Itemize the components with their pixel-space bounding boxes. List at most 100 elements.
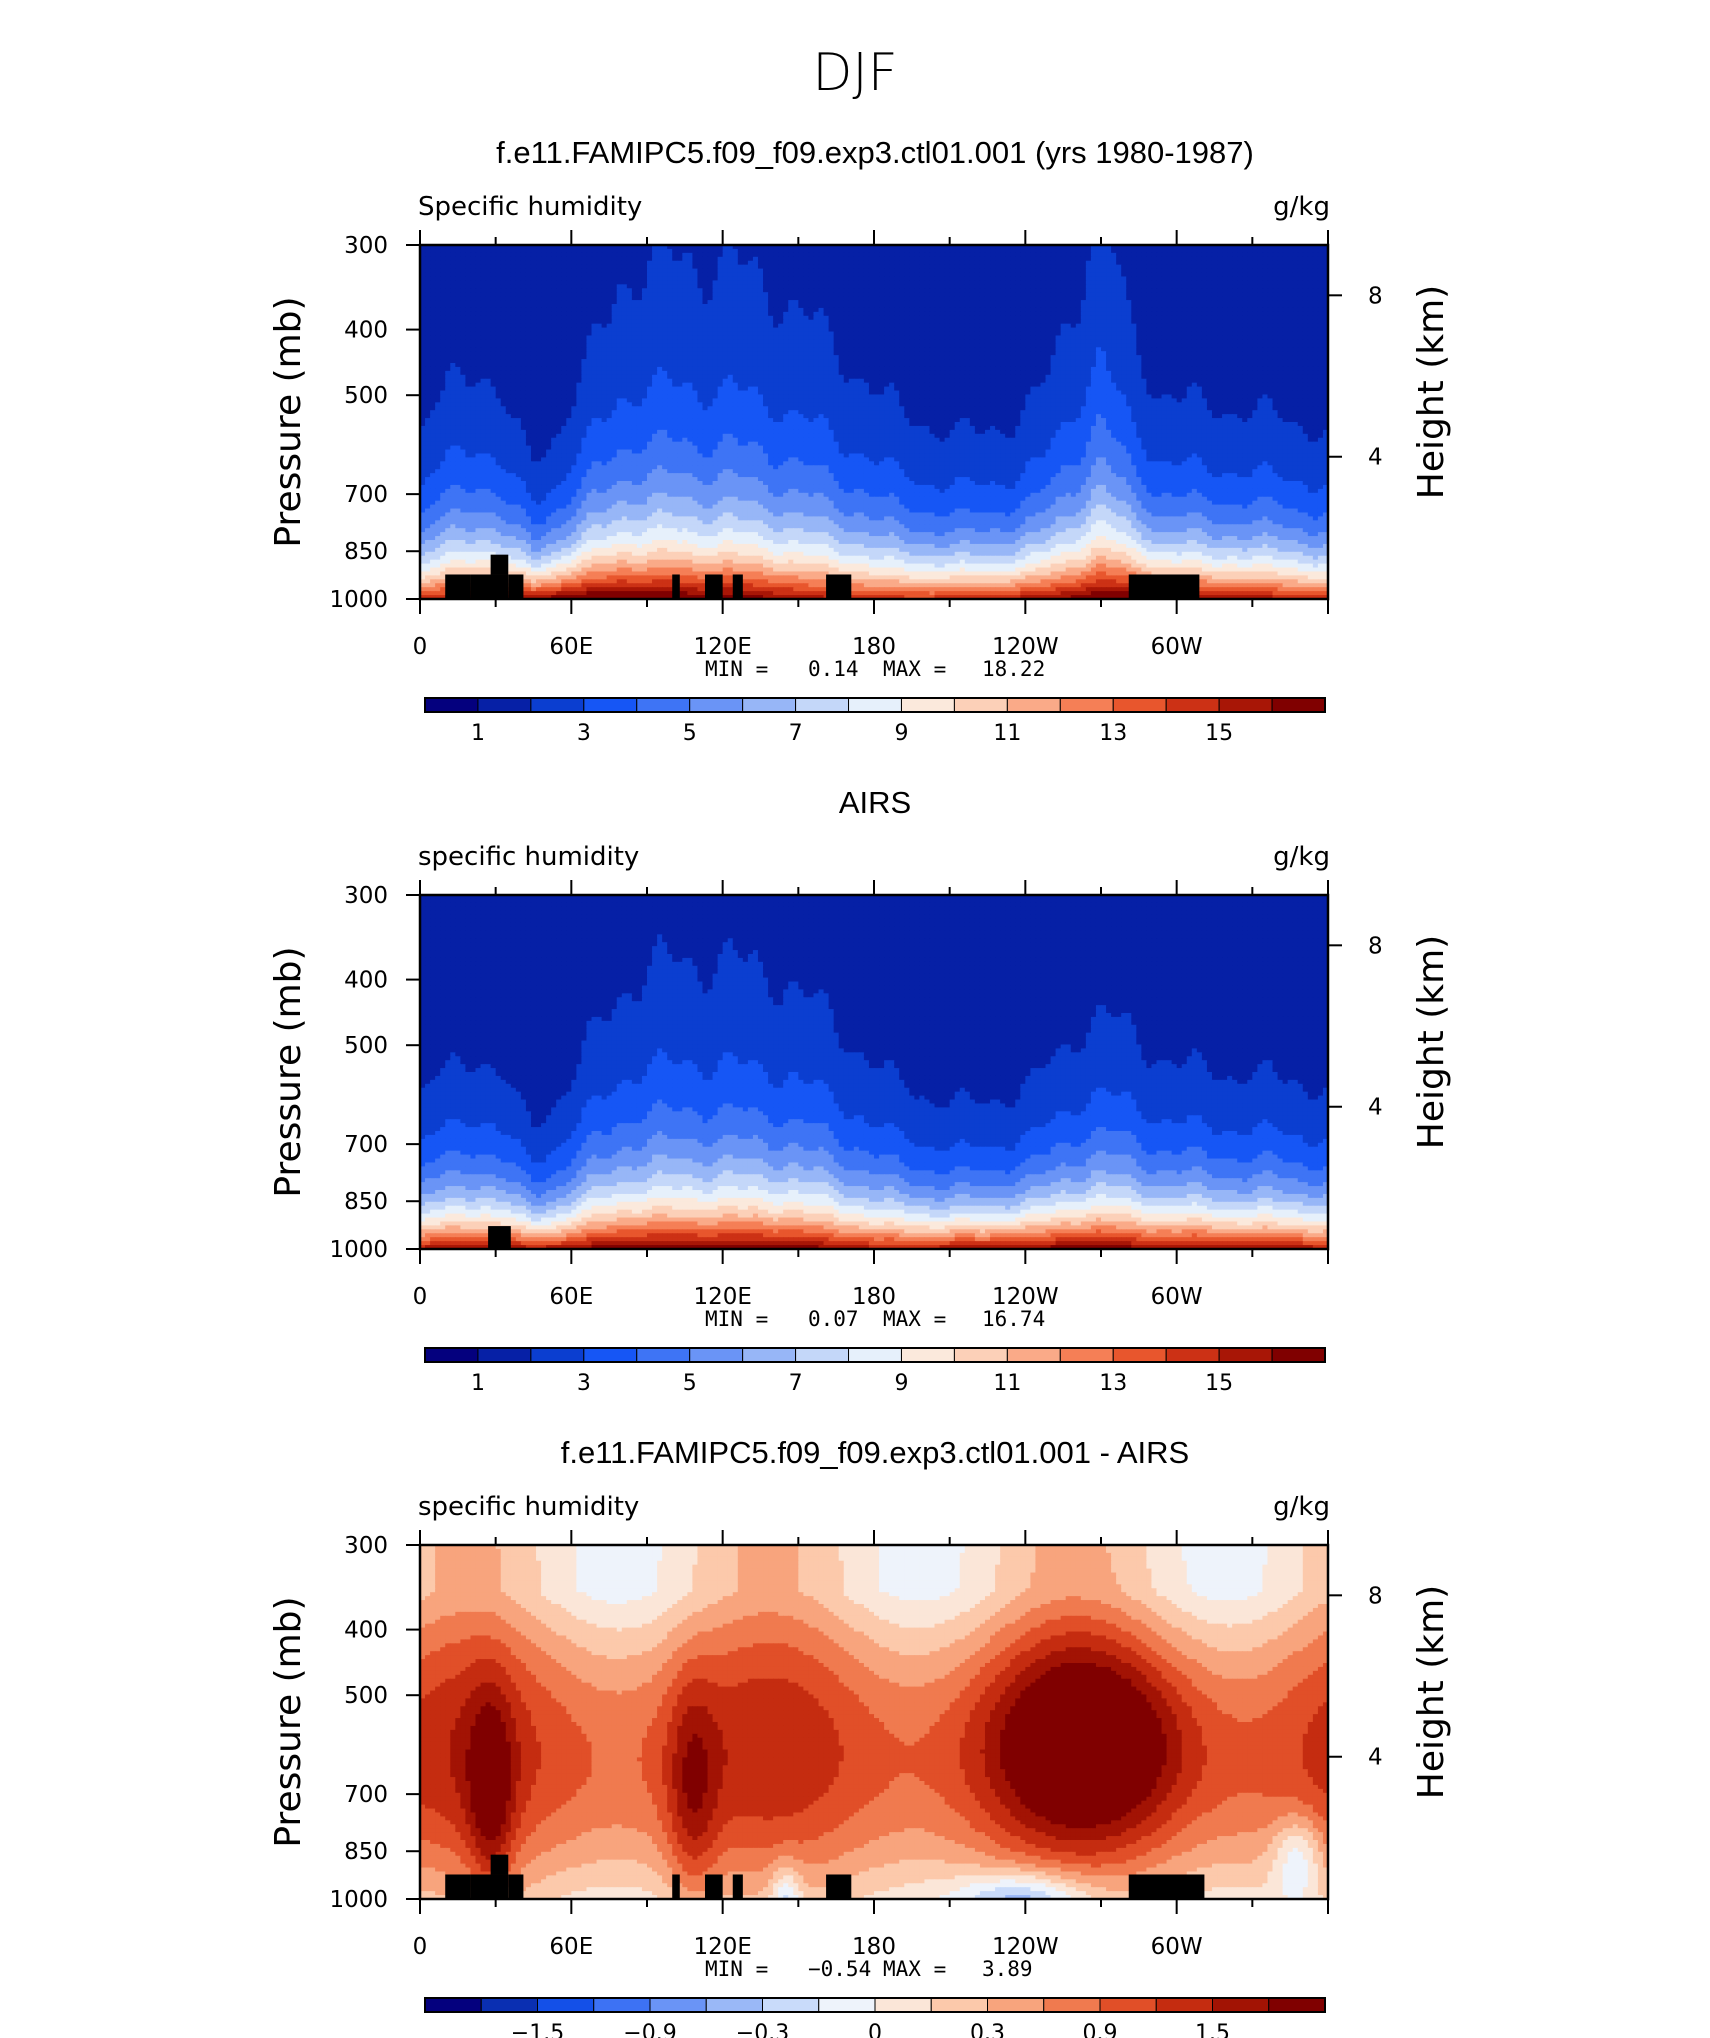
field-cell bbox=[914, 343, 920, 348]
field-cell bbox=[793, 280, 799, 285]
field-cell bbox=[813, 248, 820, 254]
field-cell bbox=[1217, 288, 1223, 293]
field-cell bbox=[672, 327, 678, 333]
field-cell bbox=[500, 272, 507, 278]
field-cell bbox=[586, 331, 593, 337]
field-cell bbox=[1040, 331, 1047, 337]
field-cell bbox=[909, 327, 915, 333]
field-cell bbox=[702, 252, 709, 258]
field-cell bbox=[934, 347, 941, 352]
field-cell bbox=[505, 248, 512, 254]
field-cell bbox=[1307, 296, 1314, 301]
field-cell bbox=[783, 351, 789, 356]
field-cell bbox=[1282, 315, 1289, 321]
field-cell bbox=[425, 319, 431, 325]
field-cell bbox=[1121, 311, 1127, 317]
field-cell bbox=[440, 343, 446, 348]
field-cell bbox=[732, 280, 739, 285]
field-cell bbox=[581, 276, 588, 281]
field-cell bbox=[1060, 311, 1067, 317]
field-cell bbox=[571, 351, 577, 356]
field-cell bbox=[969, 276, 976, 281]
field-cell bbox=[818, 248, 825, 254]
field-cell bbox=[894, 272, 900, 278]
field-cell bbox=[515, 315, 522, 321]
field-cell bbox=[1237, 248, 1243, 254]
field-cell bbox=[929, 284, 936, 289]
field-cell bbox=[1101, 300, 1107, 305]
field-cell bbox=[969, 268, 976, 274]
field-cell bbox=[490, 260, 497, 266]
field-cell bbox=[682, 245, 688, 250]
field-cell bbox=[1030, 256, 1037, 262]
field-cell bbox=[768, 260, 774, 266]
field-cell bbox=[969, 264, 976, 270]
field-cell bbox=[525, 284, 532, 289]
field-cell bbox=[1141, 327, 1147, 333]
field-cell bbox=[1317, 276, 1324, 281]
field-cell bbox=[1297, 248, 1304, 254]
field-cell bbox=[1272, 288, 1279, 293]
field-cell bbox=[1312, 276, 1319, 281]
field-cell bbox=[687, 296, 693, 301]
field-cell bbox=[1196, 292, 1203, 297]
field-cell bbox=[1025, 300, 1031, 305]
field-cell bbox=[1297, 288, 1304, 293]
field-cell bbox=[1116, 307, 1122, 313]
field-cell bbox=[813, 331, 820, 337]
field-cell bbox=[1277, 260, 1284, 266]
field-cell bbox=[1191, 300, 1198, 305]
field-cell bbox=[1272, 292, 1279, 297]
field-cell bbox=[505, 260, 512, 266]
field-cell bbox=[944, 323, 951, 329]
field-cell bbox=[778, 288, 784, 293]
field-cell bbox=[1237, 343, 1243, 348]
field-cell bbox=[430, 311, 436, 317]
field-cell bbox=[611, 347, 618, 352]
field-cell bbox=[586, 300, 593, 305]
field-cell bbox=[803, 319, 810, 325]
field-cell bbox=[566, 327, 572, 333]
field-cell bbox=[611, 300, 618, 305]
field-cell bbox=[1075, 280, 1082, 285]
field-cell bbox=[460, 327, 466, 333]
field-cell bbox=[1257, 252, 1264, 258]
field-cell bbox=[430, 315, 436, 321]
field-cell bbox=[959, 292, 966, 297]
field-cell bbox=[848, 304, 855, 309]
field-cell bbox=[763, 264, 769, 270]
field-cell bbox=[581, 280, 588, 285]
field-cell bbox=[541, 347, 547, 352]
field-cell bbox=[1085, 327, 1092, 333]
field-cell bbox=[833, 339, 840, 344]
field-cell bbox=[773, 335, 779, 340]
field-cell bbox=[702, 300, 709, 305]
field-cell bbox=[1015, 284, 1021, 289]
field-cell bbox=[954, 288, 961, 293]
field-cell bbox=[773, 280, 779, 285]
field-cell bbox=[556, 307, 562, 313]
field-cell bbox=[1055, 256, 1062, 262]
field-cell bbox=[778, 256, 784, 262]
field-cell bbox=[1257, 248, 1264, 254]
field-cell bbox=[1040, 307, 1047, 313]
field-cell bbox=[1075, 284, 1082, 289]
field-cell bbox=[626, 307, 633, 313]
field-cell bbox=[1151, 331, 1158, 337]
field-cell bbox=[868, 296, 875, 301]
field-cell bbox=[460, 319, 466, 325]
field-cell bbox=[1035, 304, 1042, 309]
field-cell bbox=[904, 311, 910, 317]
field-cell bbox=[485, 284, 492, 289]
field-cell bbox=[495, 272, 502, 278]
field-cell bbox=[1020, 343, 1026, 348]
field-cell bbox=[742, 280, 749, 285]
field-cell bbox=[556, 256, 562, 262]
field-cell bbox=[752, 327, 759, 333]
field-cell bbox=[556, 327, 562, 333]
field-cell bbox=[990, 284, 996, 289]
field-cell bbox=[586, 347, 593, 352]
field-cell bbox=[1106, 245, 1112, 250]
field-cell bbox=[647, 245, 653, 250]
field-cell bbox=[1055, 331, 1062, 337]
